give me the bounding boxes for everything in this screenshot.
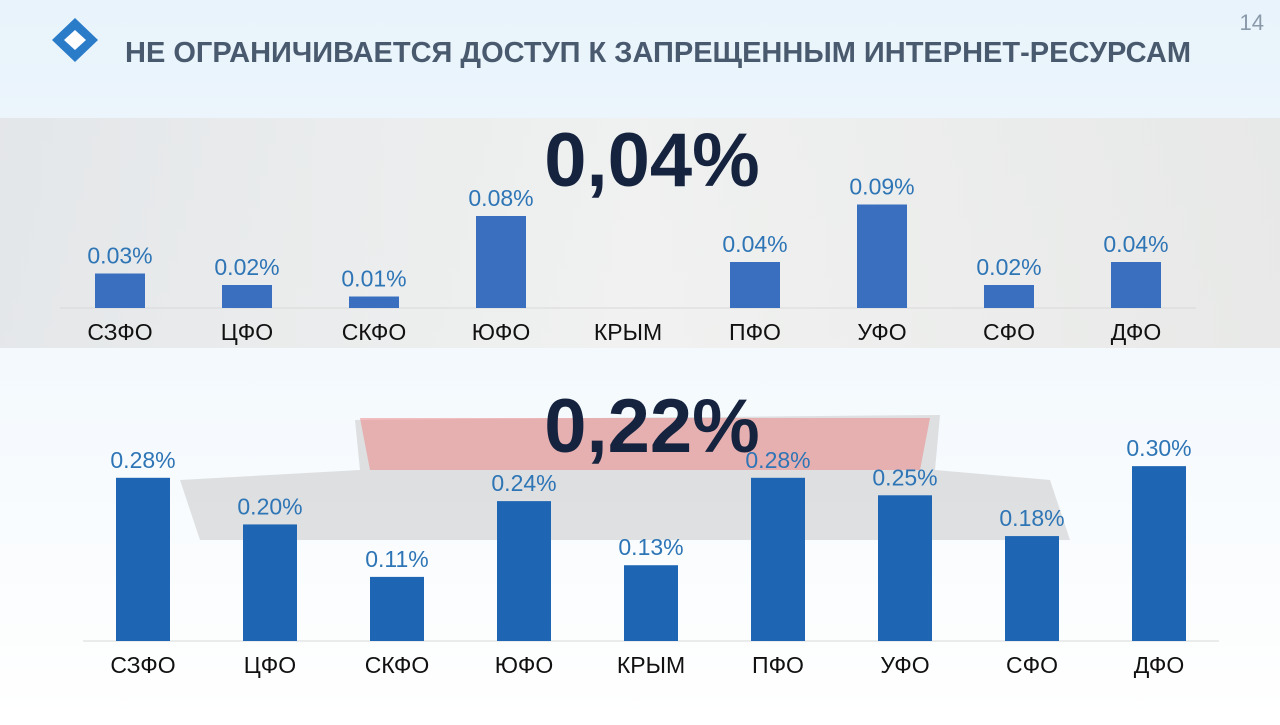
x-tick-label: СЗФО <box>110 652 175 678</box>
x-tick-label: ЦФО <box>244 652 296 678</box>
value-label: 0.02% <box>976 254 1041 280</box>
bar <box>984 285 1034 308</box>
x-tick-label: УФО <box>880 652 929 678</box>
value-label: 0.30% <box>1126 435 1191 461</box>
bar <box>243 524 297 641</box>
bar <box>1132 466 1186 641</box>
bar <box>95 273 145 308</box>
x-tick-label: ЦФО <box>221 319 273 345</box>
value-label: 0.25% <box>872 464 937 490</box>
value-label: 0.01% <box>341 266 406 292</box>
x-tick-label: СФО <box>983 319 1035 345</box>
x-tick-label: УФО <box>857 319 906 345</box>
browser-screenshot-bg <box>0 118 1280 348</box>
value-label: 0.28% <box>110 447 175 473</box>
x-tick-label: СЗФО <box>87 319 152 345</box>
x-tick-label: ЮФО <box>495 652 554 678</box>
value-label: 0.13% <box>618 534 683 560</box>
slide-title: НЕ ОГРАНИЧИВАЕТСЯ ДОСТУП К ЗАПРЕЩЕННЫМ И… <box>125 37 1191 69</box>
bar <box>1111 262 1161 308</box>
bar <box>349 296 399 308</box>
bar <box>857 204 907 308</box>
bar <box>116 477 170 641</box>
x-tick-label: ЮФО <box>472 319 531 345</box>
x-tick-label: ДФО <box>1111 319 1161 345</box>
bar <box>751 477 805 641</box>
x-tick-label: ДФО <box>1134 652 1184 678</box>
logo <box>52 18 98 62</box>
value-label: 0.28% <box>745 447 810 473</box>
bar <box>370 576 424 641</box>
value-label: 0.18% <box>999 505 1064 531</box>
value-label: 0.08% <box>468 185 533 211</box>
page-number: 14 <box>1240 10 1264 35</box>
x-tick-label: ПФО <box>752 652 804 678</box>
value-label: 0.09% <box>849 174 914 200</box>
bar <box>730 262 780 308</box>
x-tick-label: СКФО <box>342 319 407 345</box>
x-tick-label: КРЫМ <box>617 652 685 678</box>
chart-title: 0,04% <box>544 118 760 203</box>
bar <box>476 216 526 308</box>
value-label: 0.03% <box>87 243 152 269</box>
x-tick-label: СКФО <box>365 652 430 678</box>
x-tick-label: КРЫМ <box>594 319 662 345</box>
value-label: 0.04% <box>722 231 787 257</box>
bar <box>624 565 678 641</box>
x-tick-label: СФО <box>1006 652 1058 678</box>
bar <box>222 285 272 308</box>
x-tick-label: ПФО <box>729 319 781 345</box>
value-label: 0.04% <box>1103 231 1168 257</box>
stop-bg-red <box>360 418 930 470</box>
value-label: 0.24% <box>491 470 556 496</box>
value-label: 0.11% <box>365 546 429 572</box>
bar <box>497 501 551 641</box>
bar <box>878 495 932 641</box>
bar <box>1005 536 1059 641</box>
chart-title: 0,22% <box>544 384 760 469</box>
value-label: 0.02% <box>214 254 279 280</box>
value-label: 0.20% <box>237 493 302 519</box>
